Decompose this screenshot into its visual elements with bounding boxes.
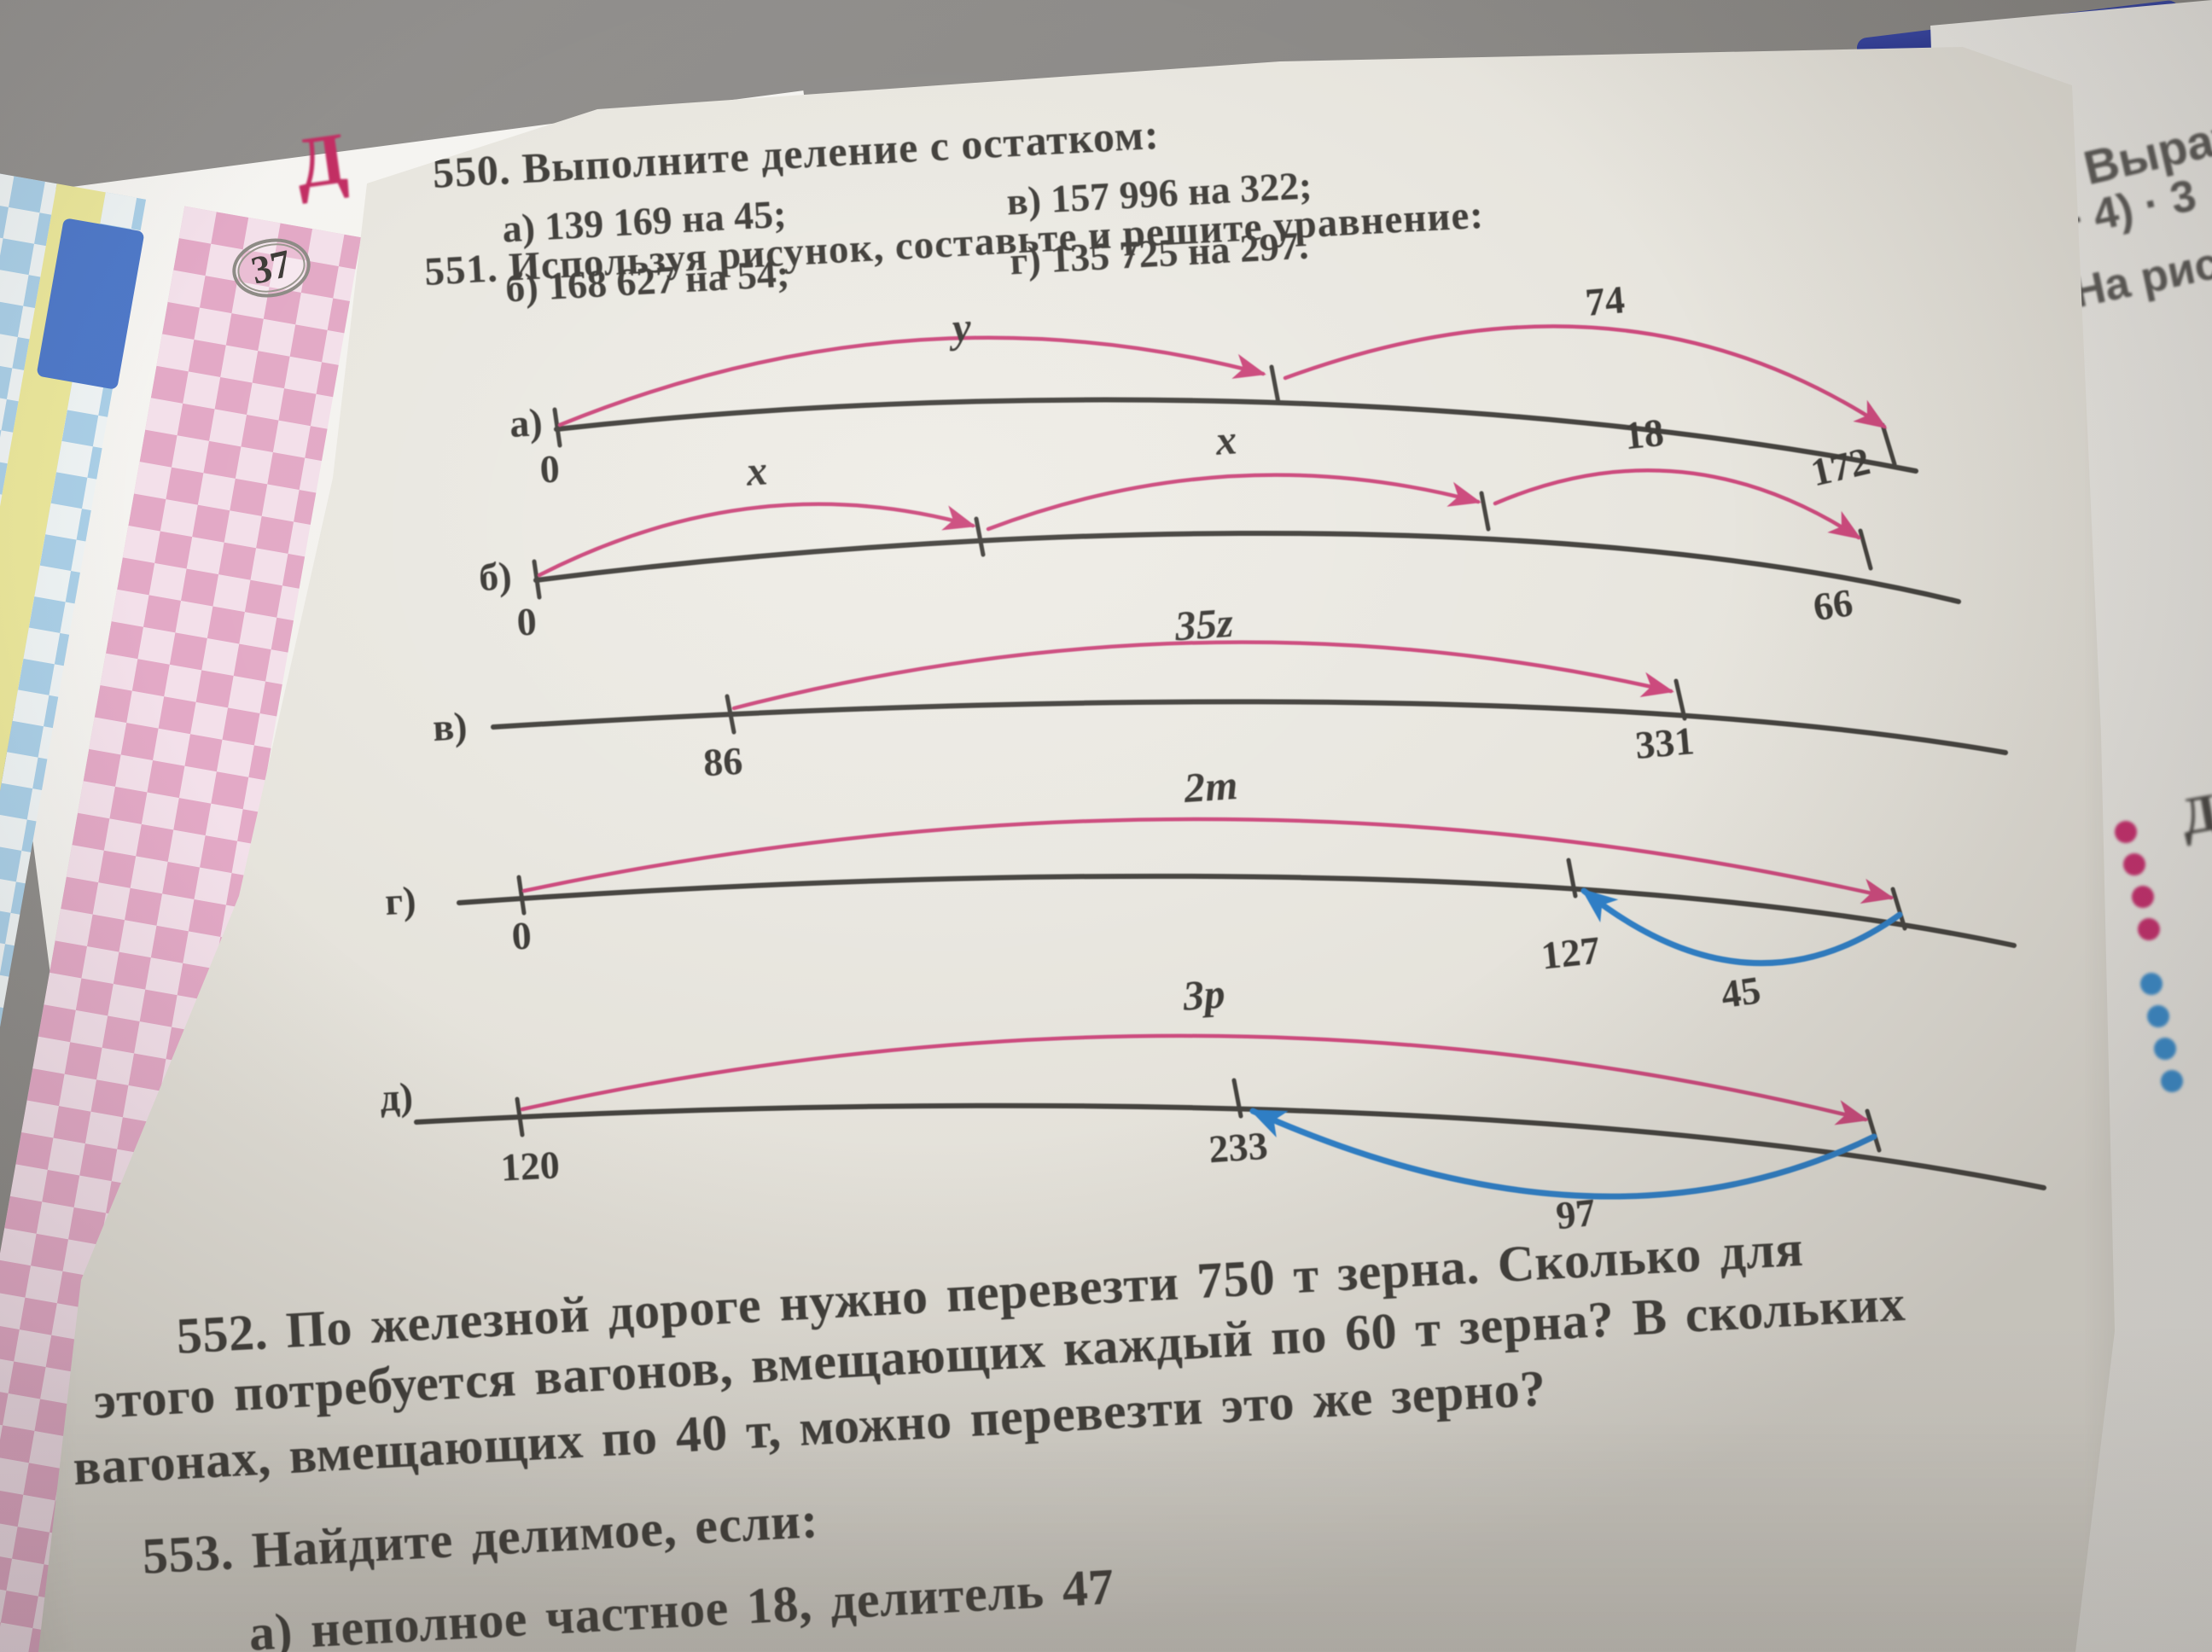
- tick: [516, 875, 527, 916]
- number-line: [554, 397, 1918, 474]
- arc-3p: [520, 1033, 1869, 1126]
- arc-18-label: 18: [1622, 410, 1666, 458]
- arc-x2-label: x: [1214, 416, 1238, 464]
- diagram-d: д) 120 3p 233 97: [379, 969, 2046, 1238]
- tick: [1880, 422, 1897, 467]
- arc-2m-label: 2m: [1182, 761, 1239, 811]
- pink-dot: [2132, 886, 2154, 908]
- blue-dot: [2161, 1070, 2183, 1092]
- pink-dot: [2115, 821, 2137, 843]
- arc-45-back: [1580, 887, 1903, 967]
- page-number: 37: [247, 241, 295, 293]
- start-label: 120: [499, 1143, 561, 1190]
- tick: [1479, 491, 1491, 532]
- blue-dot: [2154, 1038, 2176, 1060]
- tick: [552, 407, 562, 448]
- number-line: [533, 530, 1961, 604]
- arc-x2: [986, 473, 1481, 532]
- tick: [1231, 1078, 1243, 1119]
- tick: [1269, 364, 1281, 405]
- diagram-d-label: д): [379, 1074, 414, 1120]
- tick: [1674, 678, 1687, 721]
- number-line: [491, 699, 2008, 755]
- badge-ellipse-inner: [237, 243, 306, 293]
- arc-74-label: 74: [1584, 277, 1627, 324]
- diagram-v-label: в): [432, 704, 469, 749]
- arc-74: [1283, 324, 1888, 429]
- arc-97-label: 97: [1554, 1190, 1598, 1238]
- end-label: 331: [1633, 718, 1696, 767]
- tick: [1890, 887, 1907, 931]
- arc-y-label: y: [946, 303, 973, 352]
- diagram-g: г) 0 2m 127 45: [384, 761, 2017, 1016]
- origin-label: 0: [515, 599, 538, 643]
- arc-18: [1493, 468, 1862, 540]
- diagram-a: а) 0 y 74 172: [509, 277, 1918, 495]
- end-label: 66: [1811, 580, 1856, 629]
- tick: [974, 516, 986, 557]
- tick: [1858, 528, 1873, 571]
- diagram-g-label: г): [384, 878, 417, 923]
- tick: [1865, 1108, 1882, 1153]
- tick: [532, 559, 542, 600]
- origin-label: 0: [510, 913, 533, 957]
- blue-dot: [2140, 973, 2163, 995]
- tick: [725, 694, 736, 735]
- blue-dot: [2147, 1005, 2169, 1027]
- arc-35z-label: 35z: [1173, 599, 1235, 650]
- point-233-label: 233: [1208, 1124, 1269, 1172]
- diagram-b: б) 0 x x 18 66: [478, 410, 1961, 644]
- diagram-b-label: б): [478, 554, 513, 599]
- number-line: [457, 873, 2017, 948]
- page-number-badge: 37: [232, 238, 311, 298]
- point-127-label: 127: [1539, 928, 1602, 978]
- diagram-v: в) 86 35z 331: [432, 599, 2008, 784]
- diagram-a-label: а): [509, 400, 544, 445]
- tick: [515, 1096, 525, 1137]
- pink-dot: [2123, 853, 2145, 875]
- end-label: 172: [1807, 439, 1874, 494]
- arc-x1-label: x: [744, 446, 769, 495]
- pink-dot: [2138, 918, 2160, 940]
- origin-label: 0: [538, 446, 561, 491]
- arc-97-back: [1249, 1108, 1877, 1200]
- arc-35z: [731, 640, 1674, 711]
- margin-letter: Д: [289, 116, 352, 205]
- arc-2m: [521, 817, 1895, 905]
- badge-ellipse: [232, 238, 311, 298]
- arc-45-label: 45: [1719, 968, 1764, 1016]
- arc-x1: [537, 502, 976, 578]
- arc-3p-label: 3p: [1180, 969, 1226, 1019]
- arc-y: [557, 335, 1266, 428]
- tick: [1566, 858, 1578, 899]
- start-label: 86: [702, 739, 744, 784]
